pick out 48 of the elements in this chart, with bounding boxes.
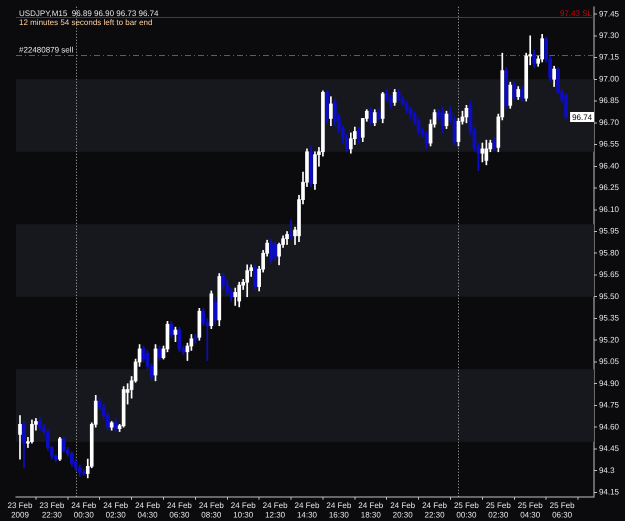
x-tick-label: 24 Feb 04:30: [135, 500, 161, 520]
ref-line-label: #22480879 sell: [19, 46, 74, 55]
x-tick-label: 24 Feb 08:30: [198, 500, 224, 520]
y-tick-label: 97.00: [598, 74, 620, 84]
y-tick-label: 94.15: [598, 488, 620, 497]
y-tick-label: 97.15: [598, 52, 620, 62]
candlestick: [289, 220, 293, 240]
x-tick-label: 25 Feb 06:30: [550, 500, 576, 520]
x-tick-label: 23 Feb 22:30: [39, 500, 65, 520]
y-tick-label: 96.70: [598, 118, 620, 127]
x-tick-label: 24 Feb 10:30: [230, 500, 256, 520]
x-tick-label: 24 Feb 12:30: [262, 500, 288, 520]
x-tick-label: 24 Feb 14:30: [294, 500, 320, 520]
y-tick-label: 94.3: [598, 466, 616, 475]
y-tick-label: 96.85: [598, 96, 620, 106]
candlestick: [18, 415, 22, 460]
text: 12 minutes 54 seconds left to bar end: [19, 18, 152, 27]
y-tick-label: 97.30: [598, 30, 620, 40]
x-tick-label: 24 Feb 00:30: [71, 500, 97, 520]
y-tick-label: 96.55: [598, 140, 620, 149]
y-tick-label: 95.80: [598, 248, 620, 258]
x-tick-label: 24 Feb 06:30: [166, 500, 192, 520]
y-tick-label: 94.60: [598, 422, 620, 432]
ref-line-label: 97.43 SL: [560, 8, 593, 18]
y-tick-label: 97.45: [598, 9, 620, 18]
y-tick-label: 96.10: [598, 204, 620, 214]
x-tick-label: 24 Feb 16:30: [326, 500, 352, 520]
y-tick-label: 96.25: [598, 183, 620, 192]
y-tick-label: 95.35: [598, 314, 620, 323]
x-tick-label: 23 Feb 2009: [8, 500, 33, 520]
x-tick-label: 25 Feb 04:30: [518, 500, 544, 520]
y-tick-label: 94.45: [598, 444, 620, 454]
y-tick-label: 95.05: [598, 357, 620, 366]
y-tick-label: 95.95: [598, 226, 620, 236]
x-tick-label: 25 Feb 00:30: [454, 500, 480, 520]
y-tick-label: 95.50: [598, 292, 620, 301]
y-tick-label: 94.90: [598, 378, 620, 388]
x-tick-label: 24 Feb 20:30: [390, 500, 416, 520]
y-tick-label: 94.75: [598, 400, 620, 410]
x-tick-label: 24 Feb 02:30: [103, 500, 129, 520]
y-tick-label: 95.65: [598, 270, 620, 280]
chart-title: USDJPY,M15 96.89 96.90 96.73 96.74: [19, 8, 160, 18]
x-tick-label: 24 Feb 22:30: [422, 500, 448, 520]
x-tick-label: 25 Feb 02:30: [486, 500, 512, 520]
annotation: 96.74: [572, 112, 593, 122]
x-tick-label: 24 Feb 18:30: [358, 500, 384, 520]
y-tick-label: 95.20: [598, 335, 620, 344]
y-tick-label: 96.40: [598, 161, 620, 170]
